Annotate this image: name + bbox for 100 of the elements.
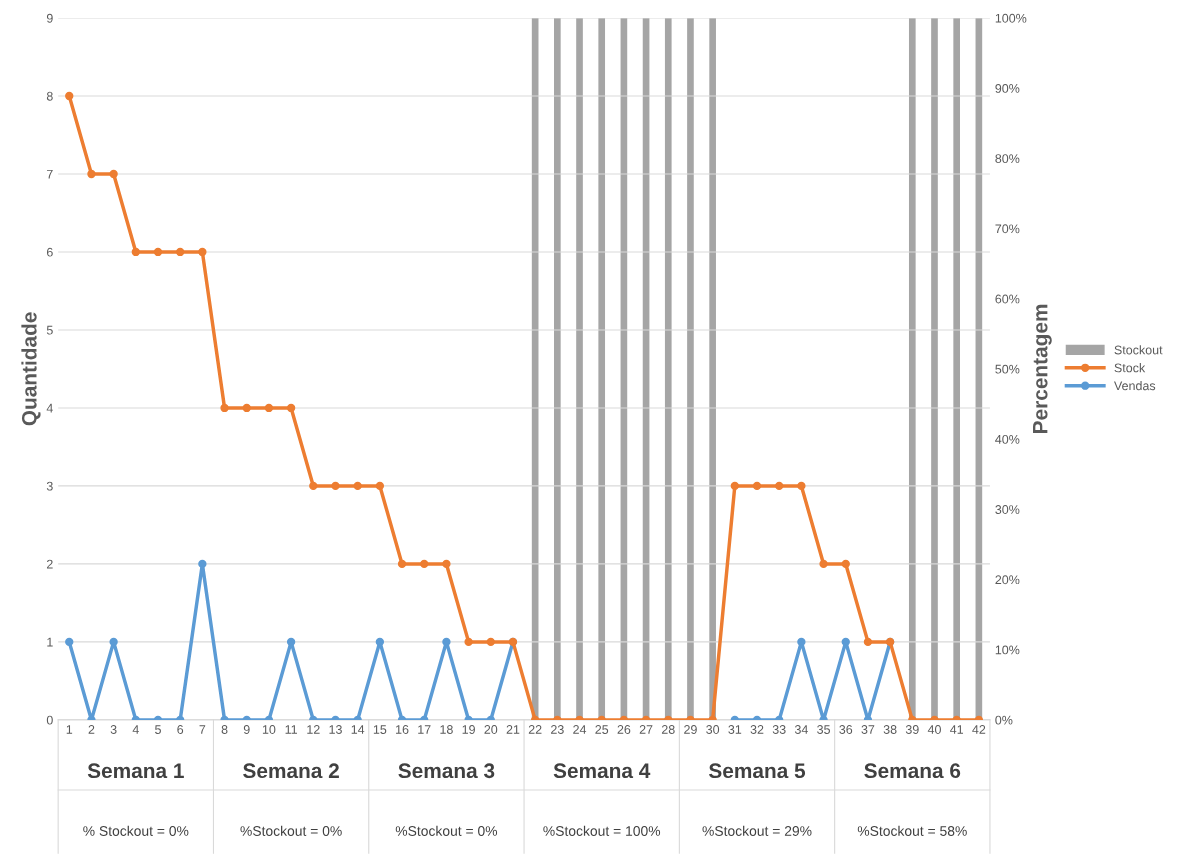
x-tick-label: 15 [373, 725, 387, 734]
legend-label: Vendas [1113, 381, 1156, 391]
text: Semana 1 [87, 763, 184, 779]
x-tick-label: 35 [817, 725, 830, 734]
point [797, 481, 806, 491]
x-tick-label: 18 [440, 725, 453, 734]
x-tick-label: 42 [972, 725, 986, 734]
text: Semana 5 [708, 763, 806, 779]
x-tick-label: 12 [307, 725, 320, 734]
y-tick-label: 0 [46, 715, 53, 725]
point [131, 247, 140, 257]
x-tick-label: 30 [706, 725, 720, 734]
y2-tick-label: 90% [995, 83, 1020, 93]
y2-tick-label: 10% [995, 645, 1020, 655]
point [442, 559, 451, 569]
text: Semana 2 [243, 763, 339, 779]
point [819, 559, 828, 569]
x-tick-label: 41 [950, 725, 964, 734]
point [220, 403, 229, 413]
x-tick-label: 7 [199, 725, 206, 734]
y-tick-label: 7 [46, 169, 53, 179]
x-tick-label: 9 [243, 725, 250, 734]
x-tick-label: 24 [573, 725, 587, 734]
text: %Stockout = 58% [857, 825, 967, 836]
point [264, 403, 274, 413]
y-tick-label: 2 [46, 559, 53, 569]
x-tick-label: 28 [661, 725, 675, 734]
y-tick-label: 1 [47, 637, 53, 647]
y-tick-label: 4 [46, 403, 53, 413]
y2-tick-label: 100% [995, 13, 1027, 23]
x-tick-label: 8 [221, 725, 228, 734]
y2-tick-label: 80% [995, 154, 1020, 164]
point [353, 481, 362, 491]
y2-tick-label: 70% [995, 224, 1020, 234]
x-tick-label: 6 [177, 725, 184, 734]
y2-tick-label: 30% [995, 505, 1020, 514]
y-tick-label: 9 [46, 13, 53, 23]
y2-tick-label: 0% [995, 715, 1013, 725]
y-axis-title: Quantidade [21, 312, 41, 426]
text: %Stockout = 100% [543, 825, 661, 836]
x-tick-label: 29 [684, 725, 697, 734]
x-tick-label: 39 [905, 725, 919, 734]
legend-label: Stockout [1114, 345, 1163, 355]
x-tick-label: 5 [155, 725, 161, 734]
x-tick-label: 36 [839, 725, 853, 734]
y2-tick-label: 40% [995, 434, 1020, 444]
x-tick-label: 13 [329, 725, 342, 734]
x-tick-label: 3 [110, 725, 117, 734]
x-tick-label: 37 [861, 725, 875, 734]
point [242, 403, 251, 413]
x-tick-label: 1 [66, 725, 73, 734]
point [87, 169, 96, 179]
text: %Stockout = 29% [702, 825, 812, 836]
text: % Stockout = 0% [83, 825, 189, 836]
text: %Stockout = 0% [240, 825, 342, 836]
point [309, 481, 318, 491]
point [730, 481, 739, 491]
y2-tick-label: 50% [995, 364, 1020, 374]
point [198, 559, 207, 569]
x-tick-label: 17 [418, 725, 431, 734]
y2-tick-label: 60% [995, 294, 1020, 304]
point [331, 481, 340, 491]
point [65, 637, 74, 647]
x-tick-label: 14 [351, 725, 365, 734]
point [752, 481, 762, 491]
legend-label: Stock [1114, 363, 1146, 373]
y-tick-label: 3 [46, 481, 53, 491]
x-tick-label: 40 [927, 725, 941, 734]
point [420, 559, 429, 569]
y-tick-label: 6 [46, 247, 53, 257]
point [153, 247, 163, 257]
x-tick-label: 4 [132, 725, 139, 734]
point [841, 559, 850, 569]
x-tick-label: 26 [617, 725, 631, 734]
x-tick-label: 16 [396, 725, 409, 734]
x-tick-label: 10 [262, 725, 276, 734]
point [176, 247, 185, 257]
y2-tick-label: 20% [995, 575, 1020, 585]
y-tick-label: 5 [46, 325, 53, 335]
x-tick-label: 27 [639, 725, 653, 734]
point [397, 559, 407, 569]
y-tick-label: 8 [46, 91, 53, 101]
text: Semana 3 [398, 763, 495, 779]
x-tick-label: 23 [551, 725, 564, 734]
point [375, 481, 385, 491]
x-tick-label: 11 [285, 725, 297, 734]
x-tick-label: 22 [528, 725, 542, 734]
point [109, 169, 118, 179]
text: Semana 6 [864, 763, 961, 779]
x-tick-label: 31 [728, 725, 742, 734]
x-tick-label: 25 [595, 725, 609, 734]
x-tick-label: 21 [506, 725, 520, 734]
point [286, 403, 296, 413]
point [486, 637, 495, 647]
x-tick-label: 38 [883, 725, 897, 734]
text: Semana 4 [553, 763, 651, 779]
x-tick-label: 2 [88, 725, 95, 734]
x-tick-label: 20 [484, 725, 498, 734]
point [775, 481, 784, 491]
x-tick-label: 33 [772, 725, 786, 734]
